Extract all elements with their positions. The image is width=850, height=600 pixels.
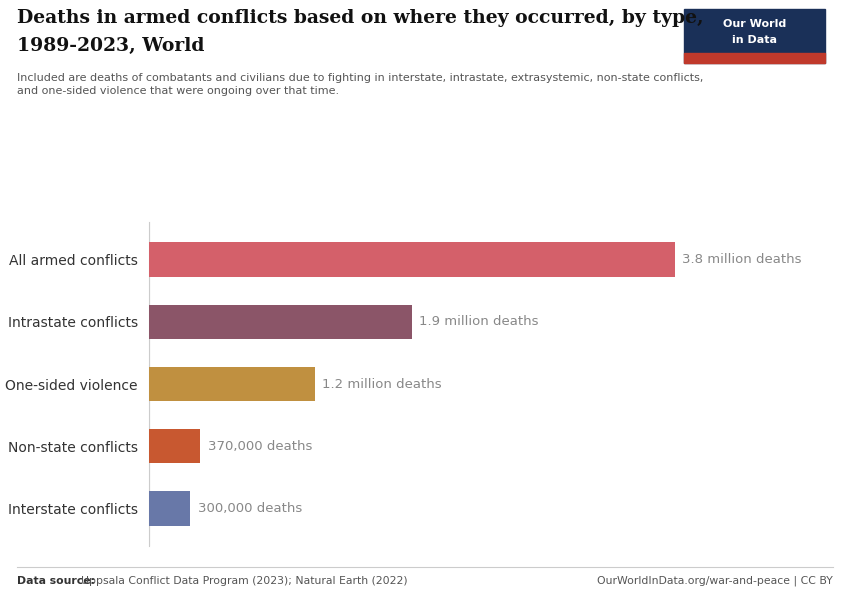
Text: 370,000 deaths: 370,000 deaths (207, 440, 312, 453)
Text: 1.2 million deaths: 1.2 million deaths (322, 377, 442, 391)
Bar (149, 429, 200, 463)
Text: 1989-2023, World: 1989-2023, World (17, 37, 205, 55)
Text: Data source:: Data source: (17, 576, 99, 586)
Text: Uppsala Conflict Data Program (2023); Natural Earth (2022): Uppsala Conflict Data Program (2023); Na… (81, 576, 407, 586)
Text: 1.9 million deaths: 1.9 million deaths (419, 315, 539, 328)
Text: 300,000 deaths: 300,000 deaths (198, 502, 302, 515)
Text: Included are deaths of combatants and civilians due to fighting in interstate, i: Included are deaths of combatants and ci… (17, 73, 703, 97)
Bar (149, 242, 675, 277)
Bar (684, 53, 824, 63)
Text: Our World: Our World (722, 19, 786, 29)
Text: in Data: in Data (732, 35, 777, 46)
Bar (149, 305, 411, 339)
Bar (149, 491, 190, 526)
Text: 3.8 million deaths: 3.8 million deaths (683, 253, 802, 266)
Text: Deaths in armed conflicts based on where they occurred, by type,: Deaths in armed conflicts based on where… (17, 9, 704, 27)
Bar (149, 367, 314, 401)
Text: OurWorldInData.org/war-and-peace | CC BY: OurWorldInData.org/war-and-peace | CC BY (598, 576, 833, 587)
